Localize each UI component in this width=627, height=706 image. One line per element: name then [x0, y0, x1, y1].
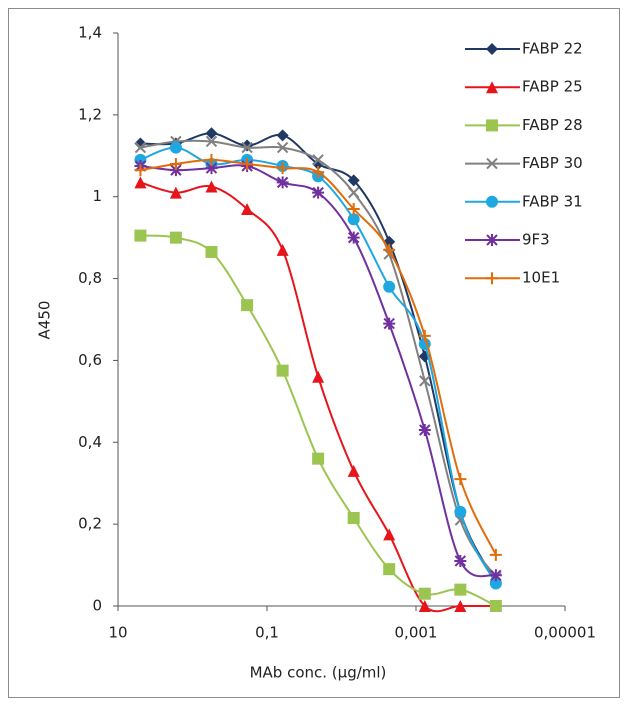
- marker: [347, 512, 360, 525]
- chart-frame: [8, 8, 620, 698]
- marker: [205, 162, 218, 175]
- marker: [276, 141, 289, 154]
- marker: [169, 157, 182, 170]
- marker: [205, 127, 218, 140]
- series-line: [140, 164, 497, 578]
- legend-marker: [486, 119, 498, 132]
- marker: [276, 176, 289, 189]
- marker: [418, 424, 431, 437]
- legend-marker: [486, 81, 498, 94]
- marker: [134, 141, 147, 154]
- series-line: [140, 132, 497, 582]
- y-tick-label: 0: [92, 597, 102, 615]
- marker: [134, 164, 147, 177]
- marker: [454, 583, 467, 596]
- marker: [454, 473, 467, 486]
- legend-marker: [486, 272, 498, 285]
- marker: [169, 231, 182, 244]
- marker: [312, 370, 325, 383]
- marker: [489, 600, 502, 612]
- series-line: [140, 139, 497, 578]
- marker: [169, 141, 182, 154]
- marker: [383, 280, 396, 293]
- series-line: [140, 181, 496, 613]
- x-tick-label: 0,001: [395, 624, 438, 642]
- marker: [134, 176, 147, 189]
- x-tick-label: 0,1: [255, 624, 279, 642]
- marker: [489, 577, 502, 590]
- marker: [205, 153, 218, 166]
- marker: [489, 548, 502, 561]
- marker: [276, 129, 289, 142]
- marker: [454, 600, 467, 612]
- marker: [347, 174, 360, 187]
- series-line: [140, 234, 497, 607]
- marker: [347, 464, 360, 477]
- marker: [383, 563, 396, 576]
- legend-label: 10E1: [522, 269, 560, 287]
- marker: [276, 162, 289, 175]
- y-tick-label: 0,2: [78, 515, 102, 533]
- marker: [347, 231, 360, 244]
- marker: [169, 164, 182, 177]
- legend-label: FABP 28: [522, 116, 583, 134]
- marker: [383, 243, 396, 256]
- x-tick-label: 0,00001: [534, 624, 596, 642]
- y-axis-label: A450: [36, 301, 54, 340]
- marker: [454, 554, 467, 567]
- marker: [418, 587, 431, 600]
- marker: [241, 202, 254, 215]
- legend-marker: [486, 157, 498, 170]
- marker: [418, 329, 431, 342]
- x-axis-label: MAb conc. (µg/ml): [250, 664, 387, 682]
- marker: [347, 202, 360, 215]
- marker: [312, 452, 325, 465]
- marker: [169, 186, 182, 199]
- marker: [419, 375, 431, 387]
- marker: [383, 528, 396, 541]
- marker: [134, 229, 147, 242]
- marker: [205, 245, 218, 258]
- marker: [276, 243, 289, 256]
- x-tick-label: 10: [108, 624, 127, 642]
- marker: [454, 505, 467, 518]
- marker: [241, 139, 254, 152]
- marker: [418, 600, 431, 612]
- y-tick-label: 0,4: [78, 433, 102, 451]
- legend-marker: [486, 195, 498, 208]
- y-tick-label: 1: [92, 187, 102, 205]
- marker: [241, 299, 254, 312]
- y-tick-label: 0,8: [78, 269, 102, 287]
- marker: [205, 135, 218, 148]
- marker: [489, 569, 502, 582]
- marker: [347, 186, 360, 199]
- marker: [347, 213, 360, 226]
- y-tick-label: 1,4: [78, 24, 102, 42]
- marker: [312, 166, 325, 179]
- legend-label: FABP 25: [522, 78, 583, 96]
- marker: [312, 186, 325, 199]
- legend-label: 9F3: [522, 231, 550, 249]
- legend-label: FABP 22: [522, 40, 583, 58]
- legend-marker: [486, 43, 498, 55]
- legend-label: FABP 31: [522, 192, 583, 210]
- legend-label: FABP 30: [522, 154, 583, 172]
- marker: [312, 154, 324, 166]
- marker: [205, 180, 218, 193]
- series-line: [140, 146, 497, 584]
- marker: [276, 364, 289, 377]
- legend-marker: [486, 234, 498, 246]
- y-tick-label: 0,6: [78, 351, 102, 369]
- series-line: [140, 158, 497, 556]
- marker: [241, 141, 253, 154]
- marker: [241, 157, 254, 170]
- y-tick-label: 1,2: [78, 105, 102, 123]
- marker: [383, 317, 396, 330]
